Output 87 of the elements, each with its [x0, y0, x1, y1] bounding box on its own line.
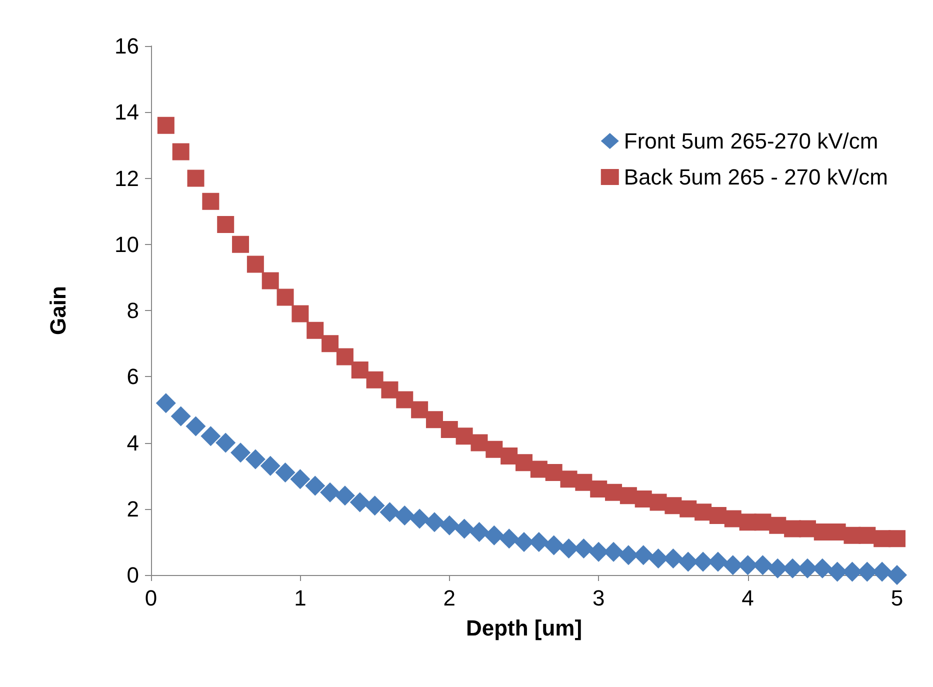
- point: [156, 393, 176, 414]
- point: [351, 362, 368, 379]
- y-tick-label: 14: [114, 100, 139, 125]
- y-tick-label: 8: [126, 298, 139, 323]
- point: [424, 512, 444, 532]
- y-tick-label: 4: [126, 430, 139, 456]
- y-tick-label: 2: [126, 496, 139, 522]
- point: [262, 272, 279, 290]
- point: [456, 428, 473, 445]
- point: [575, 474, 592, 491]
- point: [469, 522, 490, 542]
- point: [320, 482, 340, 502]
- point: [232, 236, 250, 253]
- point: [396, 391, 414, 408]
- point: [292, 305, 309, 322]
- point: [516, 454, 532, 472]
- point: [157, 116, 174, 134]
- point: [186, 416, 206, 436]
- point: [590, 480, 608, 498]
- point: [306, 322, 324, 339]
- point: [380, 502, 400, 522]
- y-tick-label: 10: [114, 232, 139, 257]
- point: [410, 508, 430, 529]
- point: [680, 500, 697, 518]
- x-tick-label: 0: [144, 586, 158, 610]
- point: [769, 516, 786, 534]
- point: [381, 381, 398, 398]
- point: [334, 486, 355, 506]
- point: [440, 421, 458, 438]
- point: [260, 456, 280, 476]
- point: [172, 143, 190, 160]
- point: [545, 464, 562, 482]
- x-axis-title: Depth [um]: [466, 616, 582, 640]
- y-tick-label: 6: [126, 364, 139, 390]
- point: [887, 565, 907, 585]
- point: [394, 505, 415, 526]
- point: [364, 496, 385, 516]
- point: [246, 256, 264, 273]
- legend-label: Back 5um 265 - 270 kV/cm: [624, 164, 888, 190]
- point: [605, 484, 622, 501]
- point: [620, 487, 637, 504]
- point: [724, 510, 742, 528]
- x-tick-label: 1: [294, 586, 306, 610]
- point: [170, 406, 191, 426]
- point: [484, 525, 504, 546]
- point: [664, 497, 682, 514]
- point: [276, 288, 294, 306]
- point: [500, 447, 518, 464]
- legend-label: Front 5um 265-270 kV/cm: [624, 128, 878, 154]
- point: [439, 515, 460, 536]
- point: [275, 462, 296, 483]
- point: [245, 449, 266, 470]
- point: [470, 434, 488, 452]
- point: [426, 411, 443, 428]
- point: [486, 440, 503, 458]
- point: [322, 335, 339, 352]
- point: [888, 530, 906, 548]
- y-tick-label: 16: [114, 34, 139, 58]
- point: [454, 518, 474, 539]
- point: [798, 520, 816, 538]
- y-tick-label: 0: [126, 562, 139, 588]
- point: [366, 371, 384, 388]
- point: [350, 492, 370, 512]
- point: [187, 170, 204, 187]
- x-tick-label: 3: [592, 586, 605, 610]
- point: [230, 442, 251, 463]
- point: [336, 348, 354, 366]
- point: [305, 476, 326, 496]
- point: [634, 490, 652, 508]
- x-tick-label: 4: [742, 586, 754, 610]
- point: [530, 460, 548, 478]
- point: [694, 504, 712, 521]
- y-tick-label: 12: [114, 166, 139, 191]
- point: [544, 535, 564, 556]
- point: [200, 426, 221, 446]
- x-tick-label: 5: [890, 586, 904, 610]
- point: [858, 526, 876, 544]
- point: [709, 506, 726, 524]
- point: [411, 401, 428, 418]
- point: [754, 514, 772, 531]
- point: [217, 216, 234, 234]
- point: [290, 469, 310, 490]
- point: [499, 528, 520, 549]
- y-axis-title: Gain: [46, 286, 70, 335]
- point: [202, 192, 220, 210]
- point: [216, 432, 236, 453]
- x-tick-label: 2: [443, 586, 456, 610]
